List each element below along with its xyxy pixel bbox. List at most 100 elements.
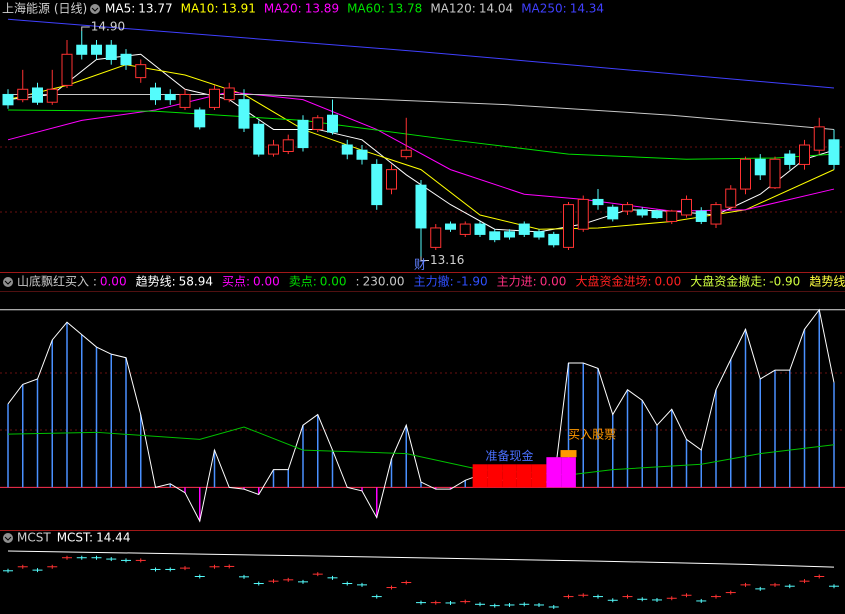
- annotation-leader: [420, 256, 429, 261]
- candle-body: [61, 53, 73, 86]
- candle-body: [268, 144, 279, 155]
- legend-value: 0.00: [540, 275, 567, 289]
- candle-body: [666, 210, 678, 222]
- legend-label: :: [356, 275, 360, 289]
- candle-body: [2, 93, 14, 106]
- legend-label: MA250:: [521, 2, 567, 16]
- candle-body: [164, 93, 176, 101]
- candle-body: [120, 53, 132, 66]
- legend-label: MA120:: [430, 2, 476, 16]
- chart-title: 上海能源 (日线): [2, 1, 87, 16]
- legend-value: 13.91: [221, 2, 255, 16]
- annotation: 13.16: [430, 253, 464, 267]
- legend-label: 买点:: [222, 275, 250, 289]
- event-marker: 财: [414, 258, 426, 272]
- candle-body: [710, 204, 722, 225]
- legend-label: MA60:: [347, 2, 385, 16]
- ma-line: [7, 53, 835, 233]
- legend-value: 13.89: [305, 2, 339, 16]
- legend-label: MCST:: [57, 531, 93, 545]
- legend-value: 13.78: [388, 2, 422, 16]
- candle-body: [548, 233, 560, 246]
- legend-label: 趋势线8:: [809, 275, 845, 289]
- panel-title: MCST: [17, 531, 51, 545]
- legend-value: 0.00: [253, 275, 280, 289]
- candle-body: [725, 188, 737, 208]
- bar: [561, 457, 576, 488]
- legend-label: MA20:: [264, 2, 302, 16]
- legend-value: -0.90: [769, 275, 800, 289]
- legend-value: 14.34: [570, 2, 604, 16]
- candle-body: [651, 210, 663, 219]
- annotation: 准备现金: [485, 448, 533, 463]
- legend-value: 0.00: [320, 275, 347, 289]
- candle-body: [769, 158, 781, 189]
- candle-body: [386, 169, 397, 190]
- legend-value: 13.77: [138, 2, 172, 16]
- candle-body: [681, 198, 692, 216]
- candle-body: [799, 144, 810, 165]
- legend-value: 0.00: [654, 275, 681, 289]
- candle-body: [504, 231, 515, 238]
- candle-body: [32, 87, 43, 103]
- candle-body: [76, 44, 88, 55]
- candle-body: [341, 144, 353, 155]
- bar: [472, 464, 488, 488]
- candle-body: [179, 93, 191, 108]
- bar: [487, 464, 503, 488]
- menu-icon[interactable]: [3, 533, 13, 543]
- menu-icon[interactable]: [3, 277, 13, 287]
- candle-body: [46, 88, 58, 103]
- candle-body: [459, 223, 471, 235]
- bar: [531, 464, 547, 488]
- legend-label: MA5:: [105, 2, 135, 16]
- candle-body: [740, 158, 751, 190]
- candle-body: [784, 153, 796, 165]
- candle-body: [592, 198, 604, 206]
- candle-body: [518, 223, 530, 235]
- candle-body: [282, 139, 294, 152]
- range-bar: [560, 450, 577, 458]
- legend-label: MA10:: [181, 2, 219, 16]
- legend-value: 0.00: [100, 275, 127, 289]
- legend-label: 主力进:: [497, 275, 537, 289]
- legend-value: 14.44: [96, 531, 130, 545]
- candle-body: [828, 139, 840, 165]
- ma-line: [7, 18, 835, 89]
- candle-body: [474, 223, 486, 235]
- candle-body: [17, 88, 29, 101]
- candle-body: [327, 114, 338, 133]
- candle-body: [194, 109, 206, 128]
- legend-value: 58.94: [179, 275, 213, 289]
- indicator-line: [7, 308, 835, 523]
- candle-body: [150, 87, 161, 101]
- legend-label: 大盘资金进场:: [575, 274, 651, 289]
- candle-body: [430, 227, 442, 248]
- candle-body: [445, 223, 456, 230]
- candle-body: [400, 149, 412, 158]
- legend-label: 山底飘红买入 :: [17, 274, 97, 289]
- legend-value: -1.90: [457, 275, 488, 289]
- menu-icon[interactable]: [90, 4, 100, 14]
- candle-body: [754, 158, 766, 176]
- bar: [516, 464, 532, 488]
- mcst-line: [7, 550, 835, 568]
- legend-label: 主力撤:: [414, 274, 454, 289]
- legend-value: 14.04: [479, 2, 513, 16]
- annotation-leader: [81, 26, 90, 31]
- candle-body: [135, 64, 147, 79]
- candle-body: [636, 209, 648, 216]
- candle-body: [415, 184, 427, 229]
- candle-body: [371, 163, 383, 206]
- bar: [502, 464, 517, 488]
- candle-body: [297, 119, 309, 149]
- ma-line: [8, 93, 835, 130]
- bar: [546, 457, 562, 488]
- indicator-line: [7, 426, 835, 476]
- legend-label: 趋势线:: [136, 275, 176, 289]
- candle-body: [813, 126, 825, 151]
- candle-body: [312, 117, 324, 130]
- candle-body: [209, 88, 220, 108]
